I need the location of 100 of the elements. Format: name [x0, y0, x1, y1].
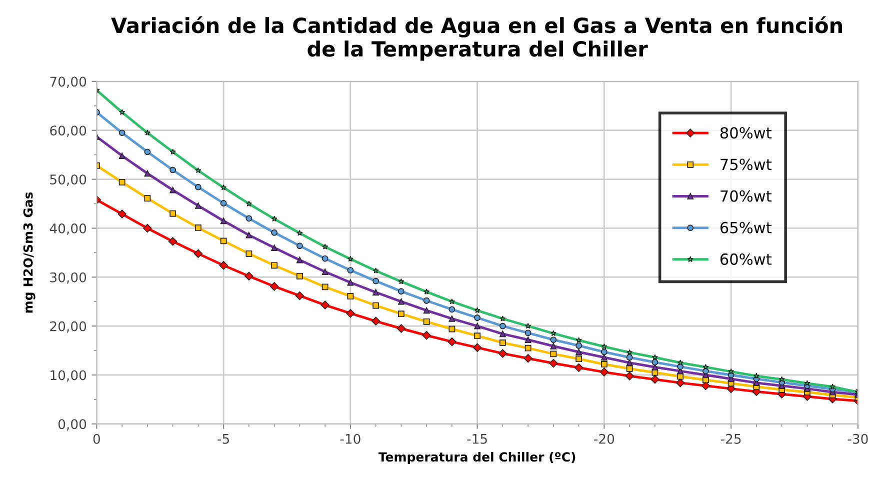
point: [448, 306, 456, 313]
point: [347, 279, 354, 286]
point: [500, 316, 506, 322]
point: [398, 278, 404, 284]
point: [550, 342, 557, 350]
y-tick-label: 10,00: [50, 370, 86, 382]
point: [322, 255, 328, 262]
point: [601, 343, 608, 350]
point: [296, 242, 303, 250]
point: [677, 360, 684, 366]
point: [626, 349, 633, 356]
chart-title: Variación de la Cantidad de Agua en el Gas a Venta en función de la Temperatura del Chiller: [111, 16, 842, 61]
x-tick-label: -5: [218, 434, 229, 444]
point: [372, 302, 380, 309]
point: [524, 330, 532, 336]
point: [170, 186, 176, 194]
point: [422, 331, 431, 340]
point: [168, 237, 178, 246]
point: [398, 310, 404, 318]
point: [448, 326, 456, 332]
point: [499, 340, 506, 346]
x-tick-label: 0: [93, 434, 100, 444]
point: [524, 322, 532, 329]
point: [118, 152, 126, 159]
point: [652, 354, 658, 360]
y-tick-label: 20,00: [50, 321, 86, 333]
point: [576, 356, 582, 362]
point: [271, 216, 278, 222]
point: [550, 336, 557, 343]
point: [322, 268, 328, 275]
point: [220, 238, 227, 244]
point: [474, 332, 481, 340]
x-tick-label: -20: [594, 434, 614, 444]
point: [652, 359, 658, 366]
x-tick-label: -10: [340, 434, 360, 444]
point: [524, 336, 532, 343]
point: [625, 372, 634, 380]
point: [144, 148, 151, 156]
point: [576, 342, 582, 349]
point: [144, 170, 151, 177]
point: [195, 167, 202, 174]
legend-label: 60%wt: [720, 253, 772, 265]
y-tick-label: 60,00: [50, 126, 86, 137]
point: [194, 224, 202, 231]
point: [271, 262, 278, 269]
legend-label: 65%wt: [720, 222, 772, 234]
legend-label: 70%wt: [720, 190, 772, 202]
point: [118, 130, 126, 136]
point: [423, 288, 430, 294]
point: [144, 130, 150, 136]
point: [498, 349, 508, 358]
point: [143, 224, 152, 233]
legend-label: 80%wt: [720, 127, 772, 139]
y-tick-label: 40,00: [50, 223, 86, 235]
y-axis-title: mg H2O/Sm3 Gas: [23, 192, 36, 313]
point: [170, 210, 176, 217]
point: [499, 330, 506, 338]
point: [448, 316, 456, 322]
point: [576, 348, 582, 356]
point: [702, 364, 709, 370]
point: [296, 256, 303, 264]
point: [296, 272, 303, 280]
point: [246, 250, 252, 257]
point: [347, 293, 354, 300]
point: [371, 316, 380, 326]
point: [753, 372, 760, 379]
point: [347, 256, 354, 262]
point: [576, 337, 582, 343]
point: [271, 229, 278, 236]
point: [295, 291, 304, 300]
point: [170, 166, 176, 174]
point: [474, 322, 481, 330]
point: [423, 297, 430, 304]
x-tick-label: -25: [720, 434, 741, 444]
point: [398, 288, 404, 295]
point: [170, 148, 176, 155]
point: [396, 324, 406, 333]
point: [194, 202, 202, 209]
point: [296, 230, 303, 236]
x-tick-label: -30: [848, 434, 868, 444]
point: [830, 384, 836, 390]
point: [600, 361, 608, 368]
point: [550, 350, 557, 358]
point: [778, 376, 785, 382]
point: [244, 272, 254, 281]
point: [524, 354, 532, 363]
point: [270, 282, 279, 291]
point: [549, 358, 558, 368]
y-tick-label: 30,00: [50, 272, 86, 284]
point: [220, 184, 227, 190]
point: [194, 184, 202, 190]
point: [423, 318, 430, 325]
x-axis-title: Temperatura del Chiller (ºC): [378, 452, 576, 464]
point: [524, 344, 532, 352]
point: [219, 261, 228, 270]
point: [320, 300, 330, 310]
point: [423, 307, 430, 314]
point: [372, 268, 379, 274]
point: [474, 314, 481, 321]
point: [448, 298, 455, 304]
